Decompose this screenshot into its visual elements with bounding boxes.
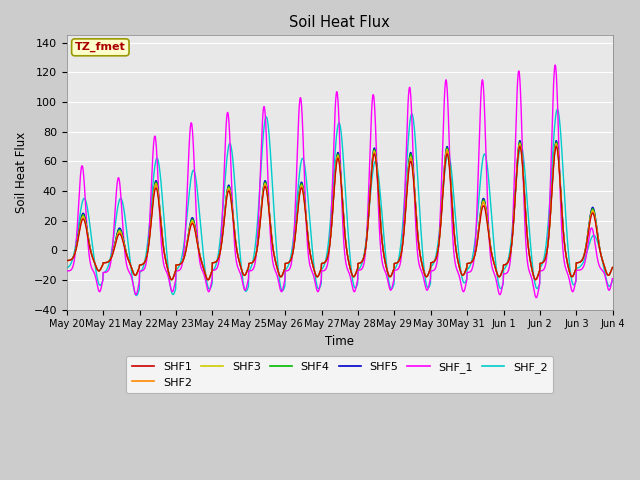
SHF_1 [551,62,559,68]
SHF4 [367,170,375,176]
SHF4 [499,268,506,274]
SHF1 [576,259,584,265]
SHF_2 [609,278,616,284]
SHF_2 [63,265,70,271]
SHF4 [356,260,364,266]
SHF1 [609,264,616,270]
SHF_2 [561,195,568,201]
SHF4 [609,264,616,270]
SHF4 [204,277,212,283]
SHF3 [204,277,212,283]
SHF_1 [63,268,70,274]
SHF1 [499,268,506,274]
SHF_1 [367,120,375,125]
X-axis label: Time: Time [325,335,354,348]
SHF_1 [355,267,363,273]
SHF3 [367,171,375,177]
Line: SHF4: SHF4 [67,142,612,280]
SHF4 [561,242,568,248]
SHF5 [215,253,223,259]
Title: Soil Heat Flux: Soil Heat Flux [289,15,390,30]
SHF2 [609,264,616,270]
SHF4 [576,259,584,265]
SHF2 [204,277,212,283]
SHF3 [561,242,568,248]
SHF5 [356,260,364,266]
SHF2 [63,258,70,264]
SHF_2 [132,293,140,299]
SHF5 [204,277,212,283]
SHF3 [499,268,506,274]
SHF3 [63,258,70,264]
SHF1 [561,243,568,249]
Line: SHF_1: SHF_1 [67,65,612,298]
SHF_2 [356,265,364,271]
SHF2 [215,253,223,259]
SHF_2 [367,182,375,188]
SHF5 [609,264,616,270]
SHF1 [204,277,212,283]
SHF_1 [215,258,223,264]
SHF_2 [554,107,561,112]
SHF_2 [576,264,584,270]
SHF4 [63,258,70,264]
SHF3 [609,264,616,270]
SHF_1 [609,276,616,281]
SHF1 [367,174,375,180]
SHF5 [63,258,70,264]
SHF4 [552,139,560,145]
SHF3 [356,260,364,266]
SHF1 [552,144,560,149]
SHF_1 [561,261,568,267]
SHF2 [356,260,364,266]
SHF2 [367,173,375,179]
Text: TZ_fmet: TZ_fmet [75,42,125,52]
Line: SHF1: SHF1 [67,146,612,280]
Line: SHF2: SHF2 [67,145,612,280]
Line: SHF3: SHF3 [67,144,612,280]
Y-axis label: Soil Heat Flux: Soil Heat Flux [15,132,28,213]
Legend: SHF1, SHF2, SHF3, SHF4, SHF5, SHF_1, SHF_2: SHF1, SHF2, SHF3, SHF4, SHF5, SHF_1, SHF… [126,356,554,393]
SHF1 [63,258,70,264]
SHF_1 [532,295,540,300]
Line: SHF5: SHF5 [67,141,612,280]
SHF4 [215,253,223,259]
SHF3 [215,253,223,259]
SHF3 [552,141,560,146]
SHF3 [576,259,584,265]
SHF5 [552,138,560,144]
Line: SHF_2: SHF_2 [67,109,612,296]
SHF_1 [576,267,584,273]
SHF5 [576,259,584,265]
SHF5 [499,268,506,274]
SHF2 [561,242,568,248]
SHF2 [499,268,506,274]
SHF_2 [215,245,223,251]
SHF_1 [498,285,506,291]
SHF1 [215,253,223,259]
SHF2 [552,142,560,148]
SHF5 [561,242,568,248]
SHF1 [356,260,364,266]
SHF2 [576,259,584,265]
SHF5 [367,169,375,175]
SHF_2 [499,284,506,289]
